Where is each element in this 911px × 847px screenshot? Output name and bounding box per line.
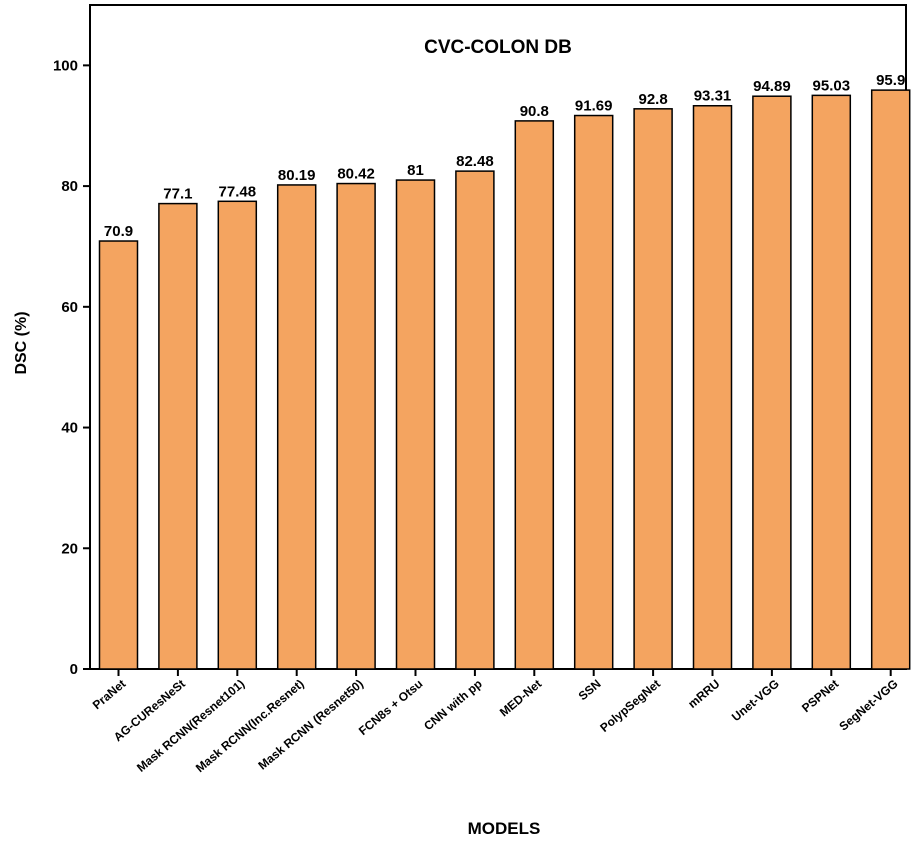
bar-value-label: 77.48	[219, 183, 257, 200]
bar-value-label: 95.9	[876, 72, 905, 89]
x-tick-label: Mask RCNN(Resnet101)	[134, 677, 247, 775]
bar-value-label: 90.8	[520, 103, 549, 120]
bar	[514, 120, 555, 670]
x-tick-label: PSPNet	[799, 677, 841, 716]
bar-value-label: 95.03	[813, 77, 851, 94]
bar	[633, 108, 673, 670]
x-tick-label: FCN8s + Otsu	[356, 677, 426, 739]
bar-value-label: 81	[407, 162, 424, 179]
bar	[276, 184, 317, 670]
bar	[455, 170, 495, 670]
bars-group	[98, 89, 911, 670]
x-tick-label: Mask RCNN(Inc.Resnet)	[193, 677, 307, 776]
bar	[158, 202, 198, 670]
bar-value-label: 77.1	[163, 186, 192, 203]
bar	[692, 104, 733, 670]
x-tick-label: SSN	[576, 677, 604, 704]
x-tick-label: Mask RCNN (Resnet50)	[255, 677, 366, 773]
bar	[752, 95, 792, 670]
bar-value-label: 92.8	[638, 91, 667, 108]
x-tick-label: PolypSegNet	[597, 677, 663, 735]
y-tick-label: 80	[61, 178, 78, 195]
y-axis-ticks: 0 20 40 60 80 100	[53, 57, 90, 678]
x-axis-label: MODELS	[468, 819, 541, 838]
bar	[870, 89, 911, 670]
bar	[98, 240, 139, 670]
y-tick-label: 100	[53, 57, 78, 74]
x-tick-label: MED-Net	[497, 677, 544, 720]
y-tick-label: 60	[61, 299, 78, 316]
x-tick-label: SegNet-VGG	[836, 677, 900, 734]
bar-value-label: 82.48	[456, 153, 494, 170]
x-tick-label: PraNet	[90, 677, 129, 713]
bar-value-label: 80.42	[337, 166, 375, 183]
bar-value-label: 80.19	[278, 167, 316, 184]
y-tick-label: 20	[61, 540, 78, 557]
bar-value-label: 70.9	[104, 223, 133, 240]
bar	[811, 94, 852, 670]
y-tick-label: 0	[70, 661, 78, 678]
bar-value-label: 91.69	[575, 98, 613, 115]
y-tick-label: 40	[61, 420, 78, 437]
bar	[336, 182, 376, 670]
bar-value-label: 93.31	[694, 88, 732, 105]
bar	[573, 114, 614, 670]
bar	[217, 200, 258, 670]
x-tick-label: mRRU	[685, 677, 722, 711]
value-labels-group: 70.9 77.1 77.48 80.19 80.42 81 82.48 90.8 91.69 9…	[104, 72, 905, 240]
bar-value-label: 94.89	[753, 78, 791, 95]
y-axis-label: DSC (%)	[13, 311, 30, 374]
chart-title: CVC-COLON DB	[424, 37, 572, 58]
bar	[395, 179, 436, 670]
x-tick-label: Unet-VGG	[729, 677, 782, 725]
x-tick-label: CNN with pp	[421, 677, 485, 734]
